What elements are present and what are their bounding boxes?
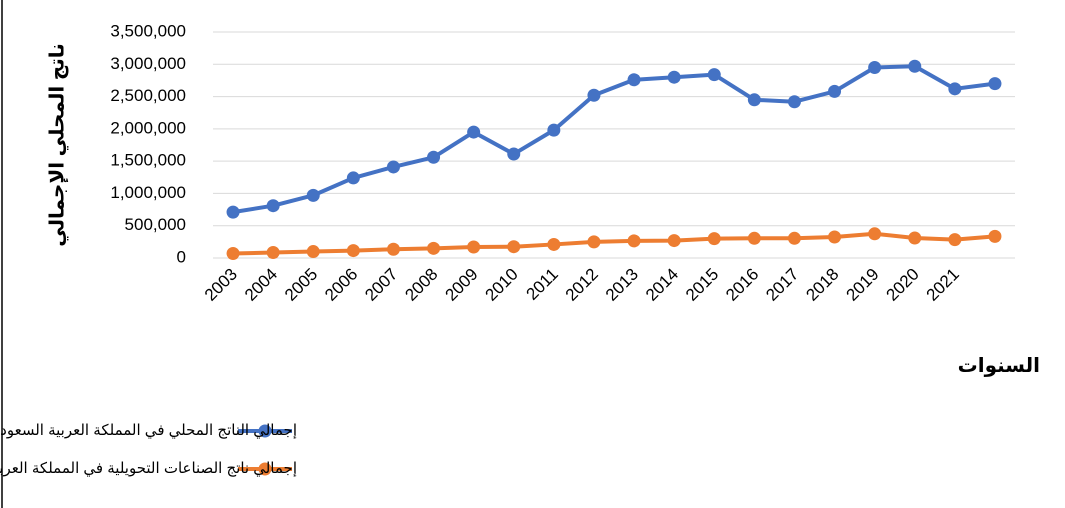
- series-line: [233, 231, 996, 256]
- x-tick-label: 2004: [241, 265, 281, 305]
- legend-marker: [258, 462, 272, 476]
- data-point: [707, 68, 721, 82]
- y-tick-label: 3,000,000: [110, 54, 186, 73]
- series-line: [232, 64, 996, 215]
- y-tick-label: 0: [177, 247, 186, 266]
- data-point: [828, 84, 842, 98]
- x-tick-label: 2008: [401, 265, 441, 305]
- data-point: [226, 246, 240, 260]
- y-tick-label: 2,000,000: [110, 118, 186, 137]
- x-tick-label: 2012: [562, 265, 602, 305]
- data-point: [547, 237, 561, 251]
- x-tick-label: 2015: [682, 265, 722, 305]
- x-tick-label: 2019: [842, 265, 882, 305]
- x-tick-label: 2007: [361, 265, 401, 305]
- data-point: [667, 234, 681, 248]
- data-point: [306, 245, 320, 259]
- data-point: [747, 93, 761, 107]
- data-point: [386, 242, 400, 256]
- x-tick-label: 2013: [602, 265, 642, 305]
- data-point: [948, 82, 962, 96]
- data-point: [547, 123, 561, 137]
- data-point: [627, 73, 641, 87]
- data-point: [787, 231, 801, 245]
- data-point: [306, 188, 320, 202]
- data-point: [386, 160, 400, 174]
- data-point: [427, 241, 441, 255]
- data-point: [747, 231, 761, 245]
- data-point: [948, 233, 962, 247]
- data-point: [667, 70, 681, 84]
- data-point: [988, 77, 1002, 91]
- x-axis-title: السنوات: [958, 355, 1040, 377]
- y-tick-label: 2,500,000: [110, 86, 186, 105]
- x-tick-label: 2014: [642, 265, 682, 305]
- x-tick-label: 2005: [281, 265, 321, 305]
- data-point: [427, 150, 441, 164]
- x-tick-label: 2009: [441, 265, 481, 305]
- data-point: [908, 231, 922, 245]
- legend-label: إجمالي الناتج المحلي في المملكة العربية …: [0, 422, 297, 440]
- y-tick-label: 1,500,000: [110, 151, 186, 170]
- data-point: [868, 61, 882, 75]
- data-point: [266, 246, 280, 260]
- data-point: [346, 244, 360, 258]
- x-tick-label: 2003: [201, 265, 241, 305]
- data-point: [266, 199, 280, 213]
- x-tick-label: 2016: [722, 265, 762, 305]
- data-point: [587, 235, 601, 249]
- data-point: [908, 59, 922, 73]
- data-point: [346, 171, 360, 185]
- data-point: [467, 125, 481, 139]
- data-point: [507, 240, 521, 254]
- legend-marker: [258, 424, 272, 438]
- data-point: [627, 234, 641, 248]
- x-tick-label: 2018: [802, 265, 842, 305]
- x-tick-label: 2011: [523, 265, 562, 304]
- x-tick-label: 2020: [883, 265, 923, 305]
- x-tick-label: 2017: [762, 265, 802, 305]
- data-point: [467, 240, 481, 254]
- data-point: [507, 147, 521, 161]
- data-point: [226, 205, 240, 219]
- y-tick-label: 3,500,000: [110, 21, 186, 40]
- x-tick-label: 2006: [321, 265, 361, 305]
- data-point: [868, 227, 882, 241]
- y-axis-title: ناتج المحلي الإجمالي: [46, 43, 69, 246]
- data-point: [707, 232, 721, 246]
- y-tick-label: 500,000: [125, 215, 186, 234]
- y-tick-label: 1,000,000: [110, 183, 186, 202]
- x-tick-label: 2010: [482, 265, 522, 305]
- data-point: [587, 88, 601, 102]
- x-tick-label: 2021: [923, 265, 963, 305]
- data-point: [988, 229, 1002, 243]
- data-point: [828, 230, 842, 244]
- data-point: [787, 95, 801, 109]
- legend-label: إجمالي ناتج الصناعات التحويلية في المملك…: [0, 460, 297, 478]
